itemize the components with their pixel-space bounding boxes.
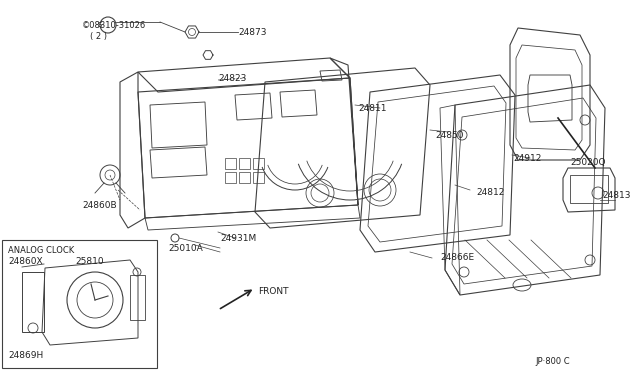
Bar [2, 240, 157, 368]
Text: 24812: 24812 [476, 187, 504, 196]
Text: 24813: 24813 [602, 190, 630, 199]
Text: 24873: 24873 [238, 28, 266, 36]
Text: ©08310-31026: ©08310-31026 [82, 20, 147, 29]
Text: 25010A: 25010A [168, 244, 203, 253]
Text: 24866E: 24866E [440, 253, 474, 263]
Text: 25810: 25810 [75, 257, 104, 266]
Text: 24860X: 24860X [8, 257, 43, 266]
Text: 24931M: 24931M [220, 234, 256, 243]
Text: JP·800 C: JP·800 C [535, 357, 570, 366]
Text: 24811: 24811 [358, 103, 387, 112]
Text: 24860B: 24860B [82, 201, 116, 209]
Text: FRONT: FRONT [258, 288, 289, 296]
Text: ANALOG CLOCK: ANALOG CLOCK [8, 246, 74, 254]
Text: 24823: 24823 [218, 74, 246, 83]
Bar [22, 272, 44, 332]
Text: 24912: 24912 [513, 154, 541, 163]
Bar [570, 175, 608, 203]
Text: S: S [98, 22, 102, 28]
Text: 24869H: 24869H [8, 350, 44, 359]
Bar [130, 275, 145, 320]
Text: 24850: 24850 [435, 131, 463, 140]
Text: 25020Q: 25020Q [570, 157, 605, 167]
Text: ( 2 ): ( 2 ) [90, 32, 107, 41]
